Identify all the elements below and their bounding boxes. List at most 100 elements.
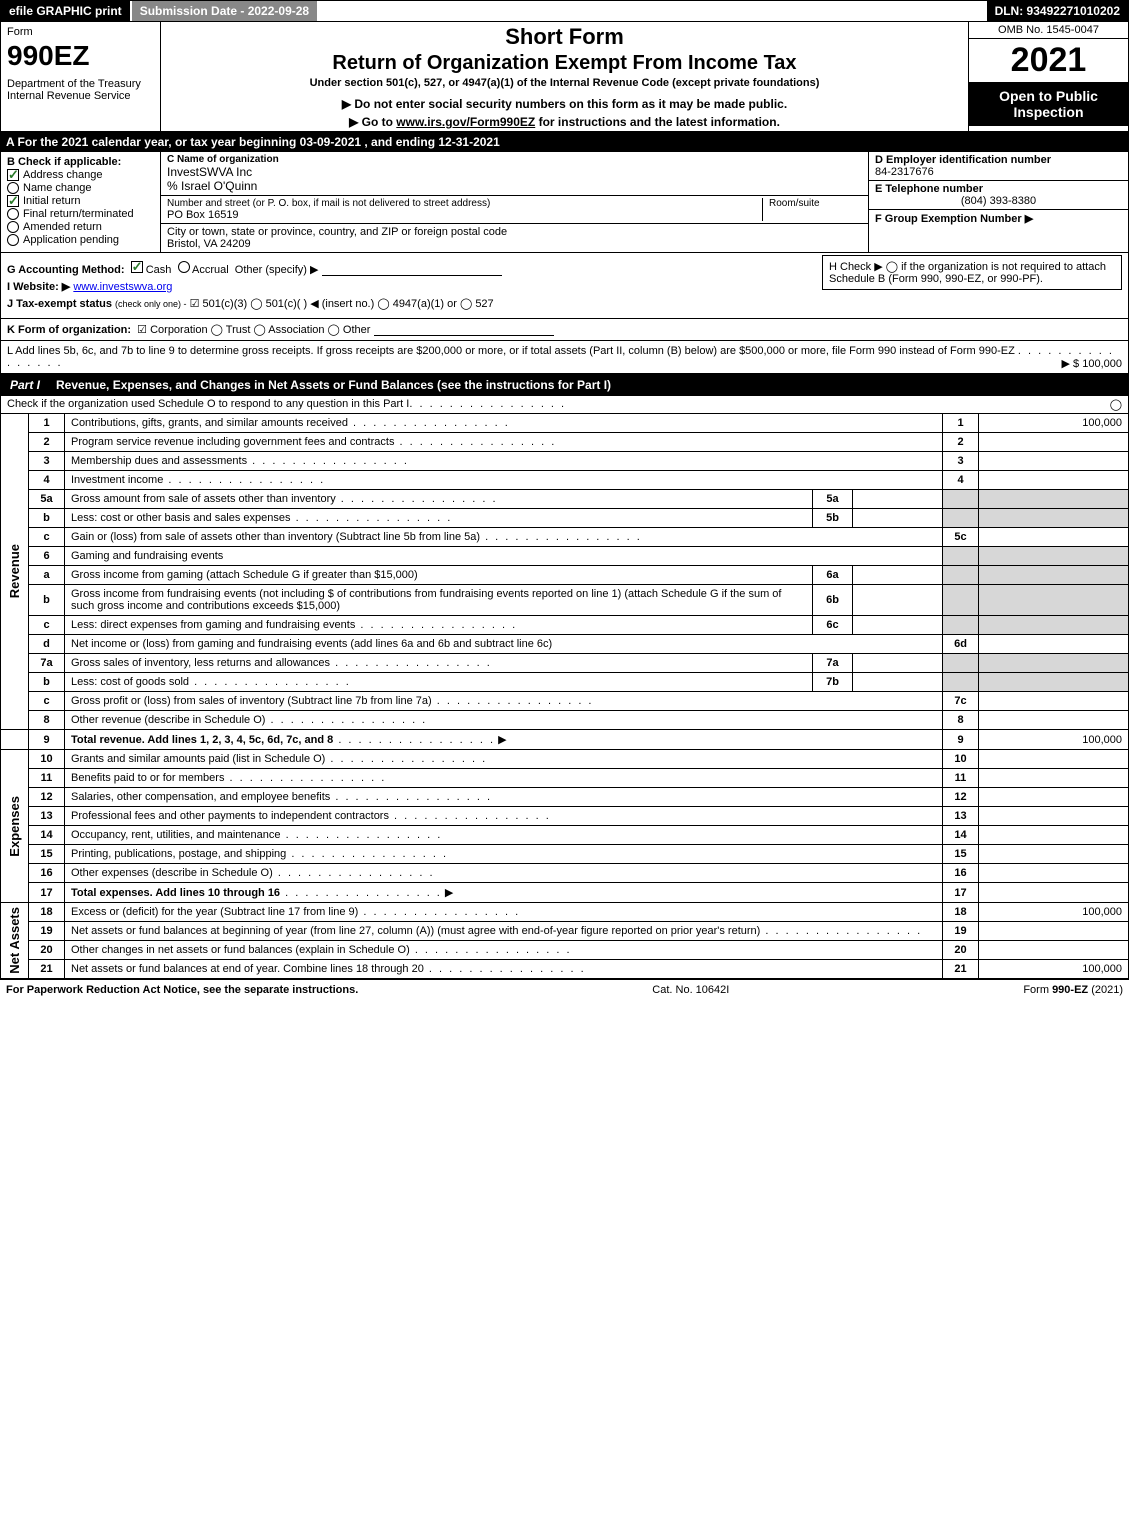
- header-right: OMB No. 1545-0047 2021 Open to Public In…: [968, 22, 1128, 131]
- line-rnum: 7c: [943, 692, 979, 711]
- check-label: Final return/terminated: [23, 208, 134, 220]
- line-rnum: 8: [943, 711, 979, 730]
- line-2: 2 Program service revenue including gove…: [1, 433, 1129, 452]
- sub-value: [853, 654, 943, 673]
- j-small: (check only one) -: [115, 299, 187, 309]
- section-c: C Name of organization InvestSWVA Inc % …: [161, 152, 868, 252]
- j-options: ☑ 501(c)(3) ◯ 501(c)( ) ◀ (insert no.) ◯…: [190, 298, 494, 310]
- check-label: Address change: [23, 169, 103, 181]
- line-num: c: [29, 692, 65, 711]
- check-address-change[interactable]: Address change: [7, 169, 154, 181]
- line-num: b: [29, 585, 65, 616]
- k-other-input[interactable]: [374, 324, 554, 336]
- line-text: Contributions, gifts, grants, and simila…: [65, 414, 943, 433]
- topbar-spacer: [317, 1, 986, 21]
- radio-icon[interactable]: [7, 208, 19, 220]
- check-final-return[interactable]: Final return/terminated: [7, 208, 154, 220]
- telephone-block: E Telephone number (804) 393-8380: [869, 180, 1128, 209]
- check-amended-return[interactable]: Amended return: [7, 221, 154, 233]
- line-rnum: 20: [943, 941, 979, 960]
- line-num: b: [29, 509, 65, 528]
- line-text: Less: cost or other basis and sales expe…: [65, 509, 813, 528]
- side-label-text: Net Assets: [7, 907, 22, 974]
- side-label-revenue: Revenue: [1, 414, 29, 730]
- check-label: Amended return: [23, 221, 102, 233]
- line-value: 100,000: [979, 903, 1129, 922]
- part-i-sub-text: Check if the organization used Schedule …: [7, 398, 409, 411]
- shaded-cell: [979, 585, 1129, 616]
- line-value: [979, 692, 1129, 711]
- line-7a: 7a Gross sales of inventory, less return…: [1, 654, 1129, 673]
- sub-value: [853, 509, 943, 528]
- sub-num: 5a: [813, 490, 853, 509]
- radio-icon[interactable]: [7, 234, 19, 246]
- line-value: [979, 845, 1129, 864]
- shaded-cell: [979, 509, 1129, 528]
- side-label-netassets: Net Assets: [1, 903, 29, 979]
- checkbox-icon[interactable]: [7, 195, 19, 207]
- line-num: 20: [29, 941, 65, 960]
- efile-print-label[interactable]: efile GRAPHIC print: [1, 1, 130, 21]
- radio-icon[interactable]: [7, 221, 19, 233]
- short-form-title: Short Form: [167, 24, 962, 50]
- line-value: [979, 807, 1129, 826]
- main-title: Return of Organization Exempt From Incom…: [167, 52, 962, 75]
- check-name-change[interactable]: Name change: [7, 182, 154, 194]
- line-text: Other revenue (describe in Schedule O): [65, 711, 943, 730]
- under-section-text: Under section 501(c), 527, or 4947(a)(1)…: [167, 77, 962, 89]
- shaded-cell: [979, 566, 1129, 585]
- line-rnum: 1: [943, 414, 979, 433]
- part-i-sub-check[interactable]: ◯: [1110, 398, 1122, 411]
- footer-right-bold: 990-EZ: [1052, 984, 1088, 996]
- arrow-icon: ▶: [498, 734, 506, 746]
- line-num: 11: [29, 769, 65, 788]
- line-rnum: 10: [943, 750, 979, 769]
- line-rnum: 5c: [943, 528, 979, 547]
- line-rnum: 6d: [943, 635, 979, 654]
- line-value: [979, 433, 1129, 452]
- part-i-title: Revenue, Expenses, and Changes in Net As…: [50, 374, 1129, 396]
- line-num: 7a: [29, 654, 65, 673]
- line-value: 100,000: [979, 730, 1129, 750]
- line-num: 18: [29, 903, 65, 922]
- form-number: 990EZ: [7, 40, 154, 72]
- radio-icon[interactable]: [178, 261, 190, 273]
- check-application-pending[interactable]: Application pending: [7, 234, 154, 246]
- sub-value: [853, 673, 943, 692]
- line-9: 9 Total revenue. Add lines 1, 2, 3, 4, 5…: [1, 730, 1129, 750]
- tax-year: 2021: [969, 39, 1128, 82]
- g-other: Other (specify) ▶: [235, 264, 319, 276]
- line-num: 9: [29, 730, 65, 750]
- sub-num: 7a: [813, 654, 853, 673]
- line-num: 16: [29, 864, 65, 883]
- line-5b: b Less: cost or other basis and sales ex…: [1, 509, 1129, 528]
- checkbox-icon[interactable]: [7, 169, 19, 181]
- line-value: [979, 711, 1129, 730]
- check-initial-return[interactable]: Initial return: [7, 195, 154, 207]
- arrow-icon: ▶: [445, 887, 453, 899]
- part-i-subheading: Check if the organization used Schedule …: [0, 396, 1129, 414]
- line-value: [979, 471, 1129, 490]
- goto-link[interactable]: www.irs.gov/Form990EZ: [396, 115, 535, 129]
- line-10: Expenses 10 Grants and similar amounts p…: [1, 750, 1129, 769]
- website-link[interactable]: www.investswva.org: [73, 281, 172, 293]
- dln-label: DLN: 93492271010202: [987, 1, 1128, 21]
- g-other-input[interactable]: [322, 264, 502, 276]
- footer-cat-no: Cat. No. 10642I: [358, 984, 1023, 996]
- line-value: 100,000: [979, 960, 1129, 979]
- line-value: [979, 883, 1129, 903]
- l-amount-prefix: ▶ $: [1062, 358, 1083, 370]
- line-11: 11 Benefits paid to or for members 11: [1, 769, 1129, 788]
- form-header: Form 990EZ Department of the Treasury In…: [0, 22, 1129, 132]
- dots: [409, 398, 566, 411]
- do-not-enter-text: ▶ Do not enter social security numbers o…: [167, 97, 962, 111]
- footer-right: Form 990-EZ (2021): [1023, 984, 1123, 996]
- line-num: 13: [29, 807, 65, 826]
- checkbox-icon[interactable]: [131, 261, 143, 273]
- line-num: 10: [29, 750, 65, 769]
- line-value: [979, 922, 1129, 941]
- sub-num: 6b: [813, 585, 853, 616]
- goto-pre: ▶ Go to: [349, 115, 396, 129]
- line-7c: c Gross profit or (loss) from sales of i…: [1, 692, 1129, 711]
- line-rnum: 21: [943, 960, 979, 979]
